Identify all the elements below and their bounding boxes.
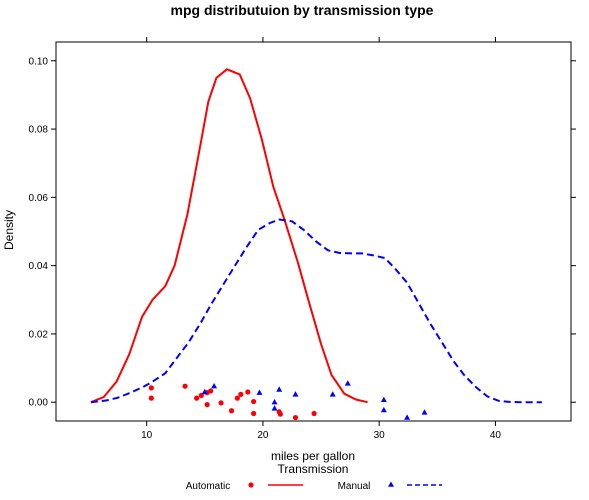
point-automatic (238, 391, 244, 397)
y-tick-label: 0.10 (29, 56, 49, 67)
point-automatic (228, 408, 235, 414)
point-automatic (251, 398, 257, 405)
rug-points (148, 380, 428, 421)
legend-label-automatic: Automatic (186, 481, 230, 492)
x-tick-label: 10 (141, 430, 153, 441)
point-manual (404, 414, 411, 420)
point-manual (211, 382, 218, 389)
density-line-manual (90, 218, 542, 404)
point-manual (292, 391, 299, 397)
density-line-automatic (90, 68, 368, 404)
density-curves (90, 68, 542, 404)
point-automatic (194, 395, 200, 401)
point-automatic (204, 402, 210, 408)
point-manual (380, 406, 387, 413)
x-tick-label: 30 (374, 430, 386, 441)
point-automatic (277, 411, 283, 417)
legend-label-manual: Manual (338, 481, 371, 492)
point-manual (271, 405, 278, 411)
point-automatic (148, 385, 154, 391)
point-automatic (218, 400, 224, 406)
point-automatic (245, 389, 251, 395)
point-automatic (148, 395, 154, 401)
legend-marker-automatic (248, 482, 254, 488)
y-tick-label: 0.04 (29, 261, 49, 272)
plot-frame (55, 41, 572, 422)
x-tick-label: 40 (490, 430, 502, 441)
point-automatic (208, 388, 214, 394)
y-tick-label: 0.00 (29, 398, 49, 409)
point-manual (271, 399, 278, 405)
point-automatic (234, 395, 240, 401)
point-manual (421, 409, 428, 415)
point-automatic (182, 383, 188, 389)
legend-title: Transmission (278, 462, 349, 476)
legend: Transmission Automatic Manual (186, 462, 442, 492)
y-tick-label: 0.06 (29, 193, 49, 204)
chart-title: mpg distributuion by transmission type (171, 2, 434, 18)
point-automatic (251, 410, 257, 417)
y-tick-label: 0.02 (29, 329, 49, 340)
point-manual (329, 391, 336, 397)
point-manual (256, 389, 263, 395)
axis-ticks: 10 20 30 40 0.00 0.02 0.04 0.06 0.08 0.10 (29, 37, 576, 441)
point-manual (344, 380, 351, 386)
point-manual (276, 386, 283, 392)
x-tick-label: 20 (257, 430, 269, 441)
point-automatic (311, 410, 317, 417)
legend-marker-manual (388, 481, 394, 487)
y-axis-label: Density (2, 210, 16, 250)
x-axis-label: miles per gallon (271, 449, 355, 463)
point-manual (201, 388, 208, 395)
y-tick-label: 0.08 (29, 125, 49, 136)
point-manual (380, 396, 387, 403)
point-automatic (292, 414, 299, 421)
